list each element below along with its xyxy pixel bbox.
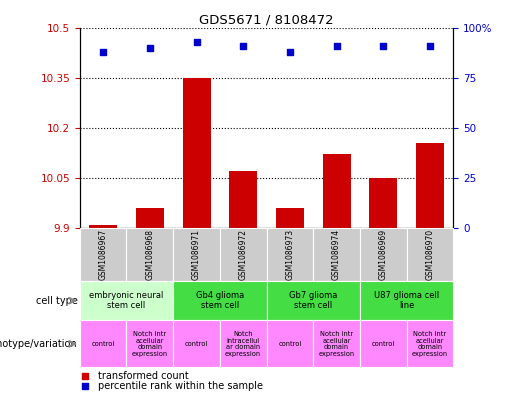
Bar [313,320,360,367]
Text: genotype/variation: genotype/variation [0,339,77,349]
Bar [80,281,173,320]
Bar [267,320,313,367]
Bar [313,228,360,281]
Bar [220,320,267,367]
Point [193,39,201,45]
Bar [229,171,257,228]
Bar [127,320,173,367]
Bar [322,154,351,228]
Bar [80,320,127,367]
Text: GSM1086972: GSM1086972 [238,229,248,280]
Text: cell type: cell type [36,296,77,306]
Text: control: control [371,341,395,347]
Point [286,48,294,55]
Text: GSM1086973: GSM1086973 [285,229,295,280]
Text: GSM1086974: GSM1086974 [332,229,341,280]
Bar [136,208,164,228]
Bar [127,228,173,281]
Title: GDS5671 / 8108472: GDS5671 / 8108472 [199,13,334,26]
Bar [360,228,406,281]
Bar [406,320,453,367]
Point [379,42,387,49]
Text: GSM1086971: GSM1086971 [192,229,201,280]
Bar [182,78,211,228]
Bar [416,143,444,228]
Bar [276,208,304,228]
Point [81,383,89,389]
Text: GSM1086967: GSM1086967 [99,229,108,280]
Text: control: control [278,341,301,347]
Text: percentile rank within the sample: percentile rank within the sample [98,381,263,391]
Text: control: control [92,341,115,347]
Text: GSM1086970: GSM1086970 [425,229,434,280]
Text: embryonic neural
stem cell: embryonic neural stem cell [89,291,164,310]
Bar [360,320,406,367]
Point [146,44,154,51]
Point [239,42,247,49]
Text: Notch intr
acellular
domain
expression: Notch intr acellular domain expression [318,331,355,356]
Bar [220,228,267,281]
Bar [360,281,453,320]
Text: Notch
intracellul
ar domain
expression: Notch intracellul ar domain expression [225,331,261,356]
Point [99,48,107,55]
Text: control: control [185,341,208,347]
Text: Notch intr
acellular
domain
expression: Notch intr acellular domain expression [132,331,168,356]
Text: U87 glioma cell
line: U87 glioma cell line [374,291,439,310]
Text: Notch intr
acellular
domain
expression: Notch intr acellular domain expression [412,331,448,356]
Bar [173,228,220,281]
Bar [173,281,267,320]
Bar [80,228,127,281]
Bar [173,320,220,367]
Text: Gb7 glioma
stem cell: Gb7 glioma stem cell [289,291,337,310]
Point [426,42,434,49]
Point [81,373,89,380]
Bar [267,228,313,281]
Text: Gb4 glioma
stem cell: Gb4 glioma stem cell [196,291,244,310]
Text: GSM1086969: GSM1086969 [379,229,388,280]
Text: GSM1086968: GSM1086968 [145,229,154,280]
Bar [406,228,453,281]
Bar [267,281,360,320]
Text: transformed count: transformed count [98,371,189,381]
Point [332,42,340,49]
Bar [369,178,397,228]
Bar [89,225,117,228]
